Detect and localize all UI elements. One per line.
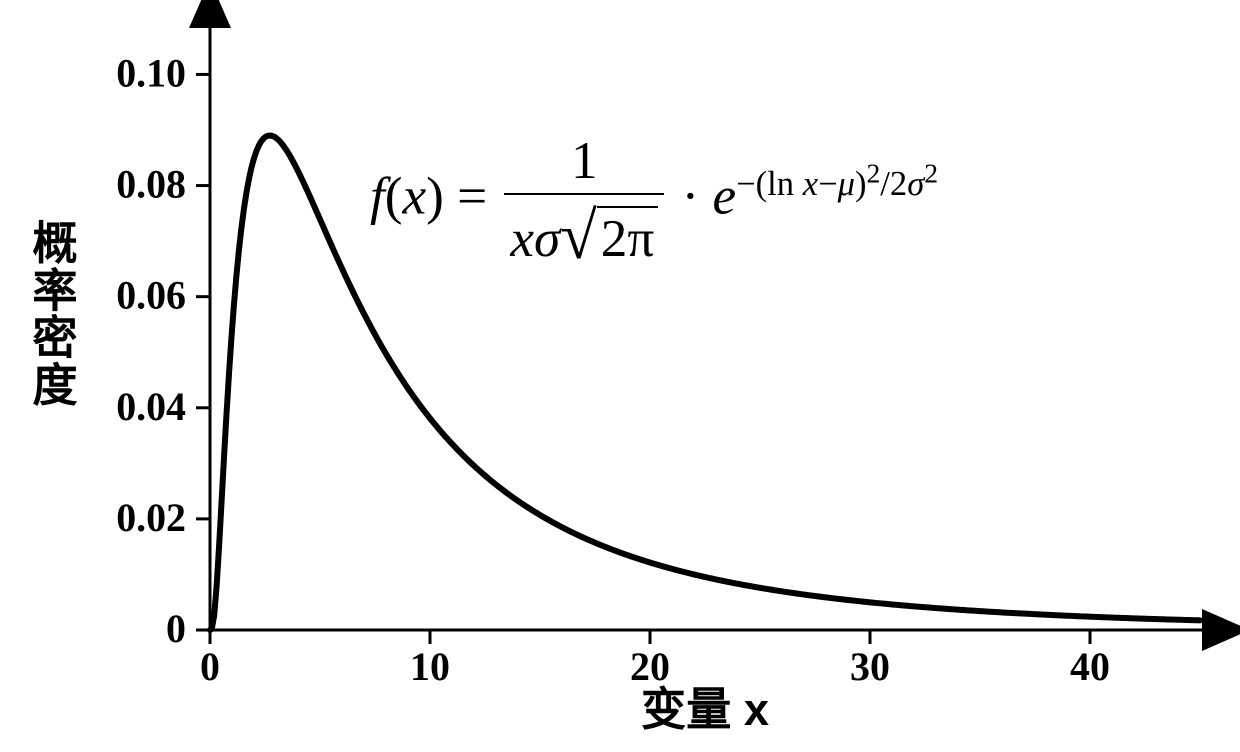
formula-annotation: f(x) = 1 xσ√2π · e−(ln x−μ)2/2σ2 (370, 130, 938, 273)
formula-e: e (713, 167, 737, 226)
formula-numerator: 1 (504, 130, 664, 193)
x-axis-title: 变量 x (641, 684, 769, 735)
formula-paren-open: ( (385, 167, 403, 226)
y-axis-title-char: 率 (32, 265, 77, 316)
exp-square: 2 (866, 157, 880, 188)
y-tick-label: 0.10 (116, 50, 186, 95)
formula-sqrt: √2π (560, 197, 658, 273)
formula-fraction: 1 xσ√2π (504, 130, 664, 273)
formula-dot: · (668, 167, 712, 226)
chart-svg: 0 10 20 30 40 0 0.02 0.04 0.06 0.08 0.10 变量 x 概率密度 (0, 0, 1240, 752)
formula-exponent: −(ln x−μ)2/2σ2 (736, 165, 938, 203)
exp-minus: − (818, 165, 838, 203)
x-tick-label: 0 (200, 644, 220, 689)
x-tick-label: 20 (630, 644, 670, 689)
exp-sigma-sq: 2 (924, 157, 938, 188)
exp-open: −(ln (736, 165, 803, 203)
formula-paren-close: ) (426, 167, 444, 226)
formula-lhs-f: f (370, 167, 385, 226)
sqrt-sign-icon: √ (560, 199, 597, 275)
y-tick-label: 0.04 (116, 384, 186, 429)
formula-den-sigma: σ (534, 209, 560, 268)
formula-radicand: 2π (597, 206, 658, 269)
x-tick-label: 10 (410, 644, 450, 689)
exp-close: ) (855, 165, 867, 203)
exp-mu: μ (838, 165, 855, 203)
formula-den-x: x (510, 209, 534, 268)
y-tick-label: 0 (166, 606, 186, 651)
x-tick-label: 30 (850, 644, 890, 689)
exp-div: /2 (880, 165, 907, 203)
y-axis-title: 概率密度 (32, 218, 78, 411)
axes-group (210, 22, 1208, 630)
y-axis-title-char: 密 (32, 313, 77, 364)
x-tick-label: 40 (1070, 644, 1110, 689)
y-tick-label: 0.06 (116, 273, 186, 318)
y-axis-title-char: 概 (32, 218, 77, 269)
formula-denominator: xσ√2π (504, 193, 664, 273)
y-tick-label: 0.08 (116, 162, 186, 207)
exp-sigma: σ (907, 165, 924, 203)
formula-lhs-x: x (403, 167, 427, 226)
y-axis-title-char: 度 (32, 360, 78, 411)
y-tick-label: 0.02 (116, 495, 186, 540)
exp-x: x (803, 165, 818, 203)
formula-eq: = (444, 167, 501, 226)
chart-container: 0 10 20 30 40 0 0.02 0.04 0.06 0.08 0.10 变量 x 概率密度 f… (0, 0, 1240, 752)
